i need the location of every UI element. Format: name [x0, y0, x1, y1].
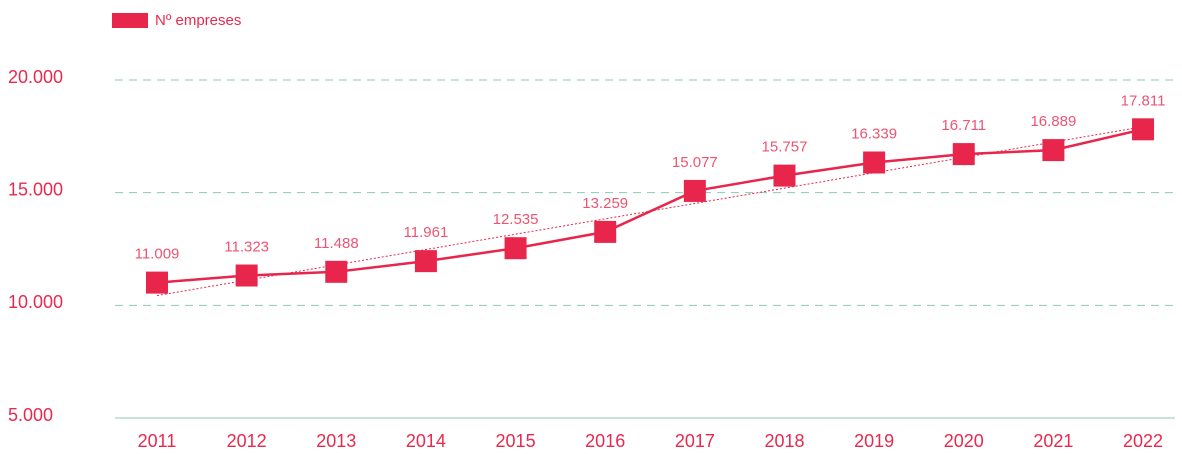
marker: [1132, 118, 1155, 141]
marker: [325, 260, 348, 283]
marker: [414, 250, 437, 273]
x-tick-label: 2022: [1123, 431, 1163, 451]
legend-swatch: [112, 13, 148, 28]
x-tick-label: 2020: [944, 431, 984, 451]
marker: [504, 237, 527, 260]
x-tick-label: 2014: [406, 431, 446, 451]
marker: [235, 264, 258, 287]
data-label: 12.535: [493, 211, 539, 228]
x-tick-label: 2019: [854, 431, 894, 451]
data-label: 15.757: [762, 139, 808, 156]
y-tick-label: 20.000: [8, 67, 63, 87]
x-tick-label: 2013: [316, 431, 356, 451]
marker: [683, 179, 706, 202]
series-line: [156, 128, 1144, 284]
x-tick-label: 2018: [764, 431, 804, 451]
marker: [952, 143, 975, 166]
data-label: 17.811: [1121, 92, 1166, 109]
y-tick-label: 15.000: [8, 179, 63, 199]
data-label: 11.961: [404, 224, 449, 241]
x-tick-label: 2021: [1033, 431, 1073, 451]
data-label: 16.711: [941, 117, 986, 134]
y-tick-label: 5.000: [8, 405, 53, 425]
x-tick-label: 2016: [585, 431, 625, 451]
data-label: 13.259: [582, 195, 628, 212]
x-tick-label: 2015: [496, 431, 536, 451]
y-tick-label: 10.000: [8, 292, 63, 312]
data-label: 16.889: [1030, 113, 1076, 130]
legend-label: Nº empreses: [155, 12, 241, 29]
data-label: 11.323: [224, 238, 269, 255]
data-label: 15.077: [672, 154, 718, 171]
marker: [146, 271, 168, 294]
marker: [1042, 139, 1065, 162]
marker: [773, 164, 796, 187]
data-label: 16.339: [851, 125, 897, 142]
x-tick-label: 2017: [675, 431, 715, 451]
data-label: 11.009: [135, 246, 180, 263]
marker: [594, 220, 617, 243]
marker: [863, 151, 886, 174]
x-tick-label: 2012: [227, 431, 267, 451]
x-tick-label: 2011: [138, 431, 177, 451]
data-label: 11.488: [314, 235, 359, 252]
